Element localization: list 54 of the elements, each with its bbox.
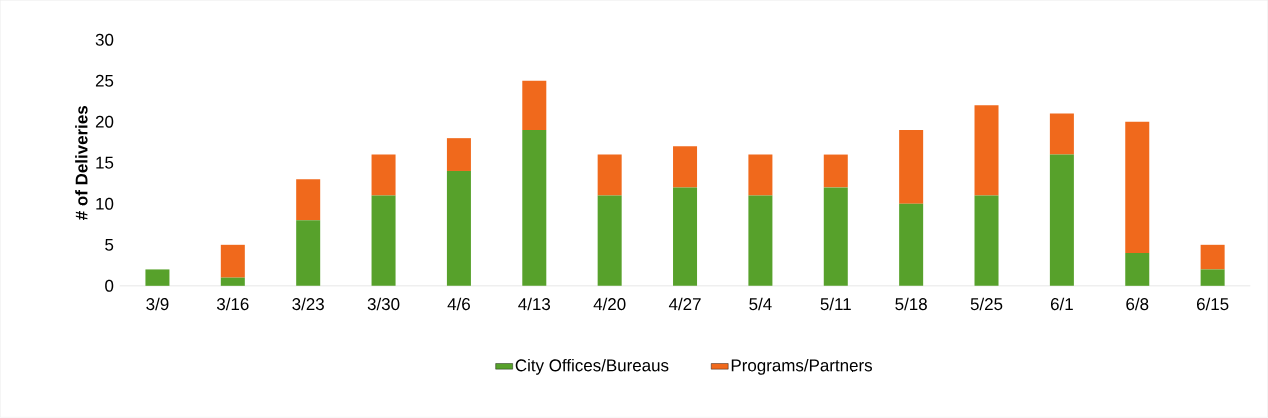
bar	[748, 195, 773, 287]
bar	[1200, 269, 1225, 287]
y-tick-label: 0	[105, 280, 114, 293]
bar	[1049, 154, 1074, 287]
bar	[220, 277, 245, 287]
x-tick-label: 4/20	[593, 297, 626, 311]
bar	[748, 154, 773, 196]
x-tick-label: 5/11	[820, 297, 851, 311]
bar	[296, 220, 321, 287]
x-tick-label: 3/16	[216, 297, 249, 311]
bar	[597, 154, 622, 196]
legend-label: City Offices/Bureaus	[515, 359, 669, 375]
bar	[974, 105, 999, 196]
y-tick-label: 10	[96, 197, 114, 210]
bar	[522, 80, 547, 131]
bar	[522, 130, 547, 287]
bar	[597, 195, 622, 287]
y-tick-label: 15	[96, 157, 114, 169]
bar	[1049, 113, 1074, 155]
y-axis-title: # of Deliveries	[75, 106, 88, 221]
bar	[673, 187, 698, 287]
bar	[899, 130, 924, 204]
bar	[974, 195, 999, 287]
x-tick-label: 5/25	[970, 297, 1003, 311]
bar	[371, 154, 396, 196]
bar	[296, 179, 321, 221]
x-tick-label: 4/27	[668, 297, 701, 311]
legend-label: Programs/Partners	[731, 359, 872, 375]
bar	[899, 203, 924, 287]
bar	[371, 195, 396, 287]
bar	[823, 154, 848, 188]
x-tick-label: 6/8	[1126, 297, 1149, 311]
bar	[1125, 253, 1150, 287]
bar	[446, 171, 471, 287]
y-tick-label: 25	[95, 74, 114, 87]
x-tick-label: 5/18	[895, 297, 927, 311]
y-tick-label: 5	[105, 239, 114, 251]
x-tick-label: 5/4	[749, 297, 772, 311]
bar	[220, 245, 245, 278]
x-tick-label: 6/15	[1197, 297, 1229, 311]
y-tick-label: 20	[95, 115, 114, 128]
x-tick-label: 3/23	[292, 297, 324, 311]
x-tick-label: 3/30	[367, 297, 400, 311]
bar	[446, 138, 471, 172]
y-tick-label: 30	[95, 33, 114, 46]
bar	[1200, 245, 1225, 270]
bar	[673, 146, 698, 188]
bar	[145, 269, 170, 287]
bar	[1125, 121, 1150, 254]
x-tick-label: 6/1	[1050, 297, 1073, 311]
bar	[823, 187, 848, 287]
x-tick-label: 4/13	[518, 297, 551, 311]
x-tick-label: 4/6	[447, 297, 470, 311]
x-tick-label: 3/9	[146, 297, 169, 311]
